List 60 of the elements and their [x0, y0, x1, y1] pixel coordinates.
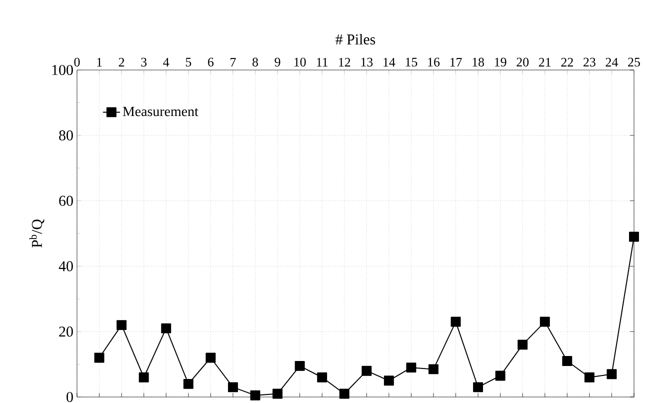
- x-tick-label: 2: [118, 58, 124, 66]
- point: [606, 369, 617, 380]
- x-tick-label: 19: [494, 58, 506, 66]
- x-tick-label: 23: [584, 58, 596, 66]
- x-tick-label: 6: [208, 58, 214, 66]
- point: [384, 376, 394, 386]
- x-tick-label: 25: [628, 58, 640, 66]
- point: [138, 372, 149, 382]
- point: [540, 316, 550, 327]
- point: [161, 323, 172, 334]
- x-tick-label: 7: [230, 58, 236, 66]
- x-tick-label: 20: [516, 58, 529, 66]
- y-tick-label: 0: [66, 392, 73, 402]
- y-tick-label: 40: [58, 261, 73, 272]
- x-tick-label: 18: [472, 58, 484, 66]
- point: [183, 378, 194, 389]
- x-tick-label: 8: [252, 58, 258, 66]
- point: [562, 356, 572, 366]
- point: [250, 390, 260, 400]
- point: [406, 362, 416, 373]
- point: [116, 320, 127, 330]
- x-tick-label: 15: [406, 58, 418, 66]
- point: [629, 232, 639, 242]
- x-tick-label: 12: [339, 58, 350, 66]
- point: [228, 382, 238, 392]
- point: [294, 360, 305, 371]
- x-tick-label: 1: [97, 58, 102, 66]
- y-tick-label: 100: [52, 64, 73, 76]
- y-tick-label: 80: [59, 130, 73, 140]
- point: [495, 370, 506, 381]
- x-tick-label: 24: [606, 58, 618, 66]
- x-tick-label: 3: [141, 58, 147, 66]
- x-tick-label: 10: [294, 58, 306, 66]
- point: [206, 352, 216, 363]
- point: [339, 388, 350, 399]
- point: [317, 372, 328, 382]
- x-tick-label: 5: [186, 58, 192, 66]
- legend-label: Measurement: [122, 106, 198, 116]
- point: [450, 316, 461, 327]
- x-tick-label: 0: [74, 58, 80, 66]
- point: [428, 364, 438, 374]
- y-tick-label: 60: [59, 196, 73, 206]
- x-tick-label: 21: [538, 58, 551, 66]
- point: [362, 366, 372, 376]
- y-axis-title: P$^{b}$/Q: [29, 219, 44, 248]
- x-tick-label: 17: [450, 58, 462, 66]
- point: [272, 388, 283, 399]
- x-tick-label: 11: [316, 58, 328, 66]
- x-tick-label: 14: [384, 58, 396, 66]
- y-tick-label: 20: [59, 326, 73, 337]
- point: [584, 372, 594, 382]
- x-tick-label: 9: [274, 58, 280, 66]
- x-tick-label: 4: [163, 58, 170, 66]
- x-tick-label: 22: [561, 58, 573, 66]
- point: [94, 352, 104, 363]
- x-axis-title: # Piles: [336, 34, 376, 44]
- x-tick-label: 13: [361, 58, 373, 66]
- point: [473, 382, 484, 392]
- point: [518, 340, 528, 350]
- x-tick-label: 16: [428, 58, 440, 66]
